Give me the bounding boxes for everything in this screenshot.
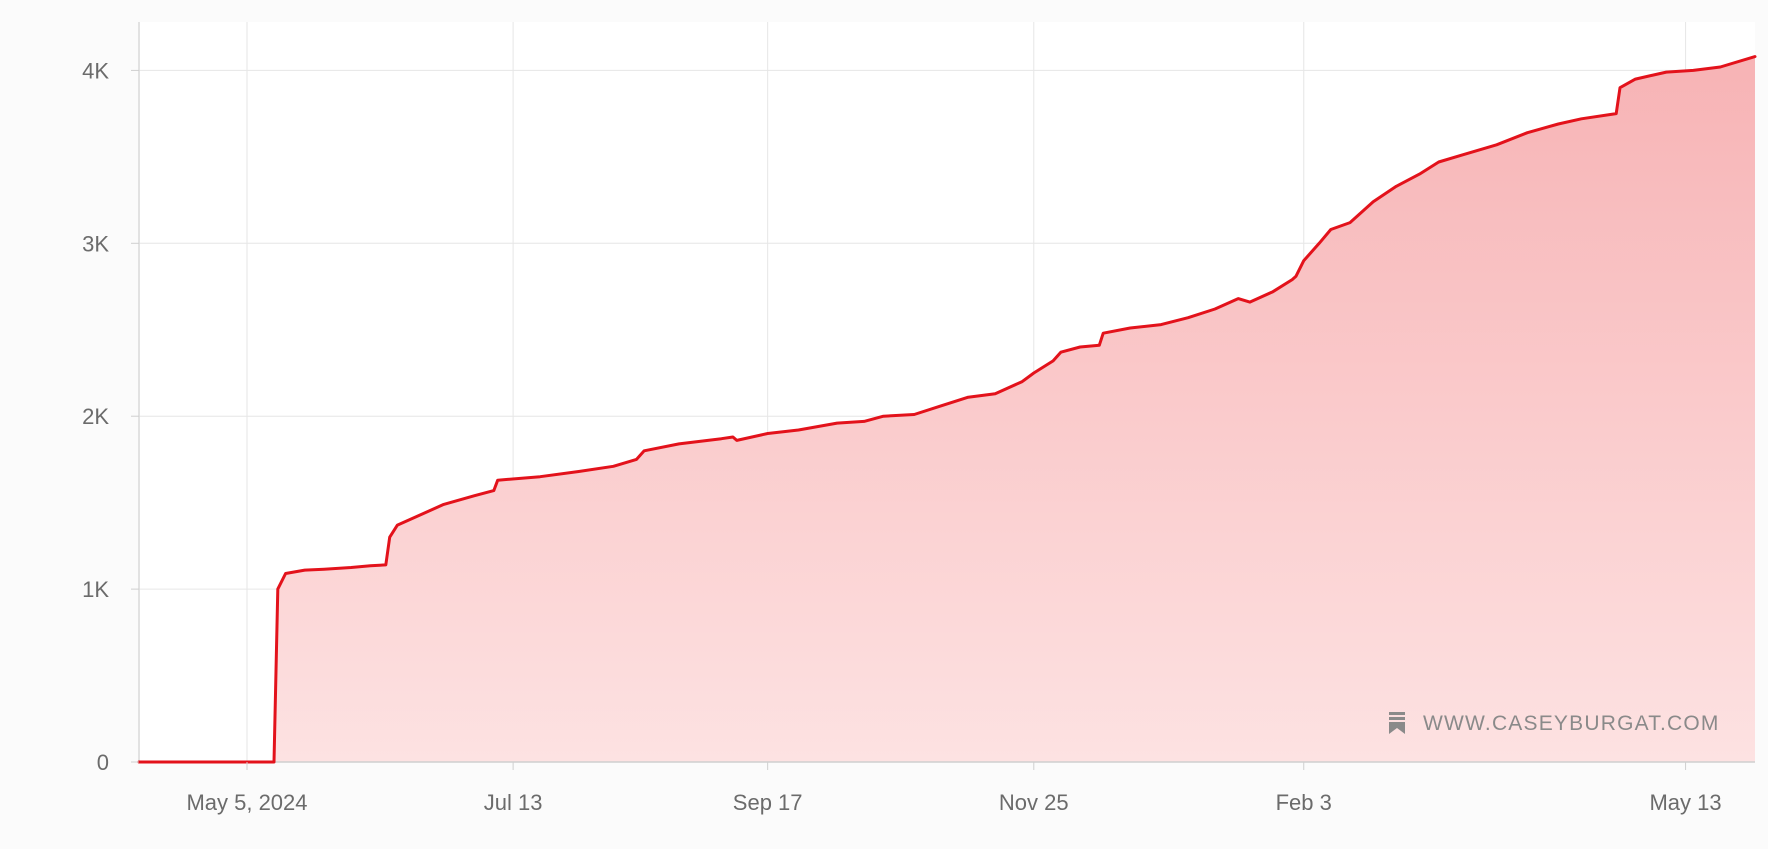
x-tick-label: May 13 bbox=[1649, 790, 1721, 815]
tick-layer: 0 1K 2K 3K 4K May 5, 2024 Jul 13 Sep 17 Nov 25 Fe… bbox=[82, 58, 1722, 815]
y-tick-label: 4K bbox=[82, 58, 109, 83]
bookmark-icon bbox=[1389, 712, 1405, 734]
watermark: WWW.CASEYBURGAT.COM bbox=[1389, 712, 1720, 735]
series-line bbox=[137, 55, 1757, 764]
watermark-text: WWW.CASEYBURGAT.COM bbox=[1423, 712, 1720, 735]
y-tick-label: 3K bbox=[82, 231, 109, 256]
series-area-fill bbox=[139, 56, 1755, 763]
y-tick-label: 1K bbox=[82, 577, 109, 602]
x-tick-label: Jul 13 bbox=[484, 790, 543, 815]
x-tick-label: Nov 25 bbox=[999, 790, 1069, 815]
x-tick-label: May 5, 2024 bbox=[186, 790, 307, 815]
y-tick-label: 2K bbox=[82, 404, 109, 429]
x-tick-label: Feb 3 bbox=[1276, 790, 1332, 815]
y-tick-label: 0 bbox=[97, 750, 109, 775]
x-tick-label: Sep 17 bbox=[733, 790, 803, 815]
